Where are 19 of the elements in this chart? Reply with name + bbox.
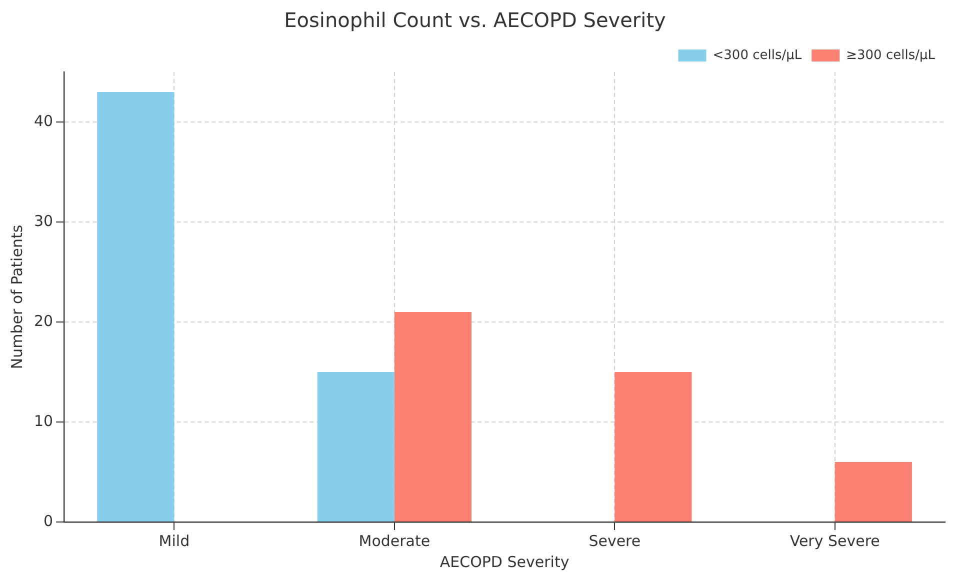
bar (614, 372, 692, 522)
legend-label: ≥300 cells/μL (846, 48, 936, 63)
y-tick-label: 10 (34, 412, 54, 430)
y-tick-label: 30 (34, 212, 54, 230)
chart-title: Eosinophil Count vs. AECOPD Severity (284, 8, 666, 32)
bar (97, 92, 174, 522)
bar (834, 462, 912, 522)
y-tick-label: 40 (34, 112, 54, 130)
x-tick-label: Severe (588, 532, 641, 550)
y-tick-label: 20 (34, 312, 54, 330)
x-axis-title: AECOPD Severity (440, 552, 570, 571)
y-tick-label: 0 (44, 512, 54, 530)
x-tick-label: Mild (158, 532, 190, 550)
legend-label: <300 cells/μL (712, 48, 802, 63)
y-axis-title: Number of Patients (8, 224, 26, 370)
bar (394, 312, 472, 522)
x-tick-label: Very Severe (790, 532, 880, 550)
x-tick-label: Moderate (358, 532, 430, 550)
bar (317, 372, 394, 522)
